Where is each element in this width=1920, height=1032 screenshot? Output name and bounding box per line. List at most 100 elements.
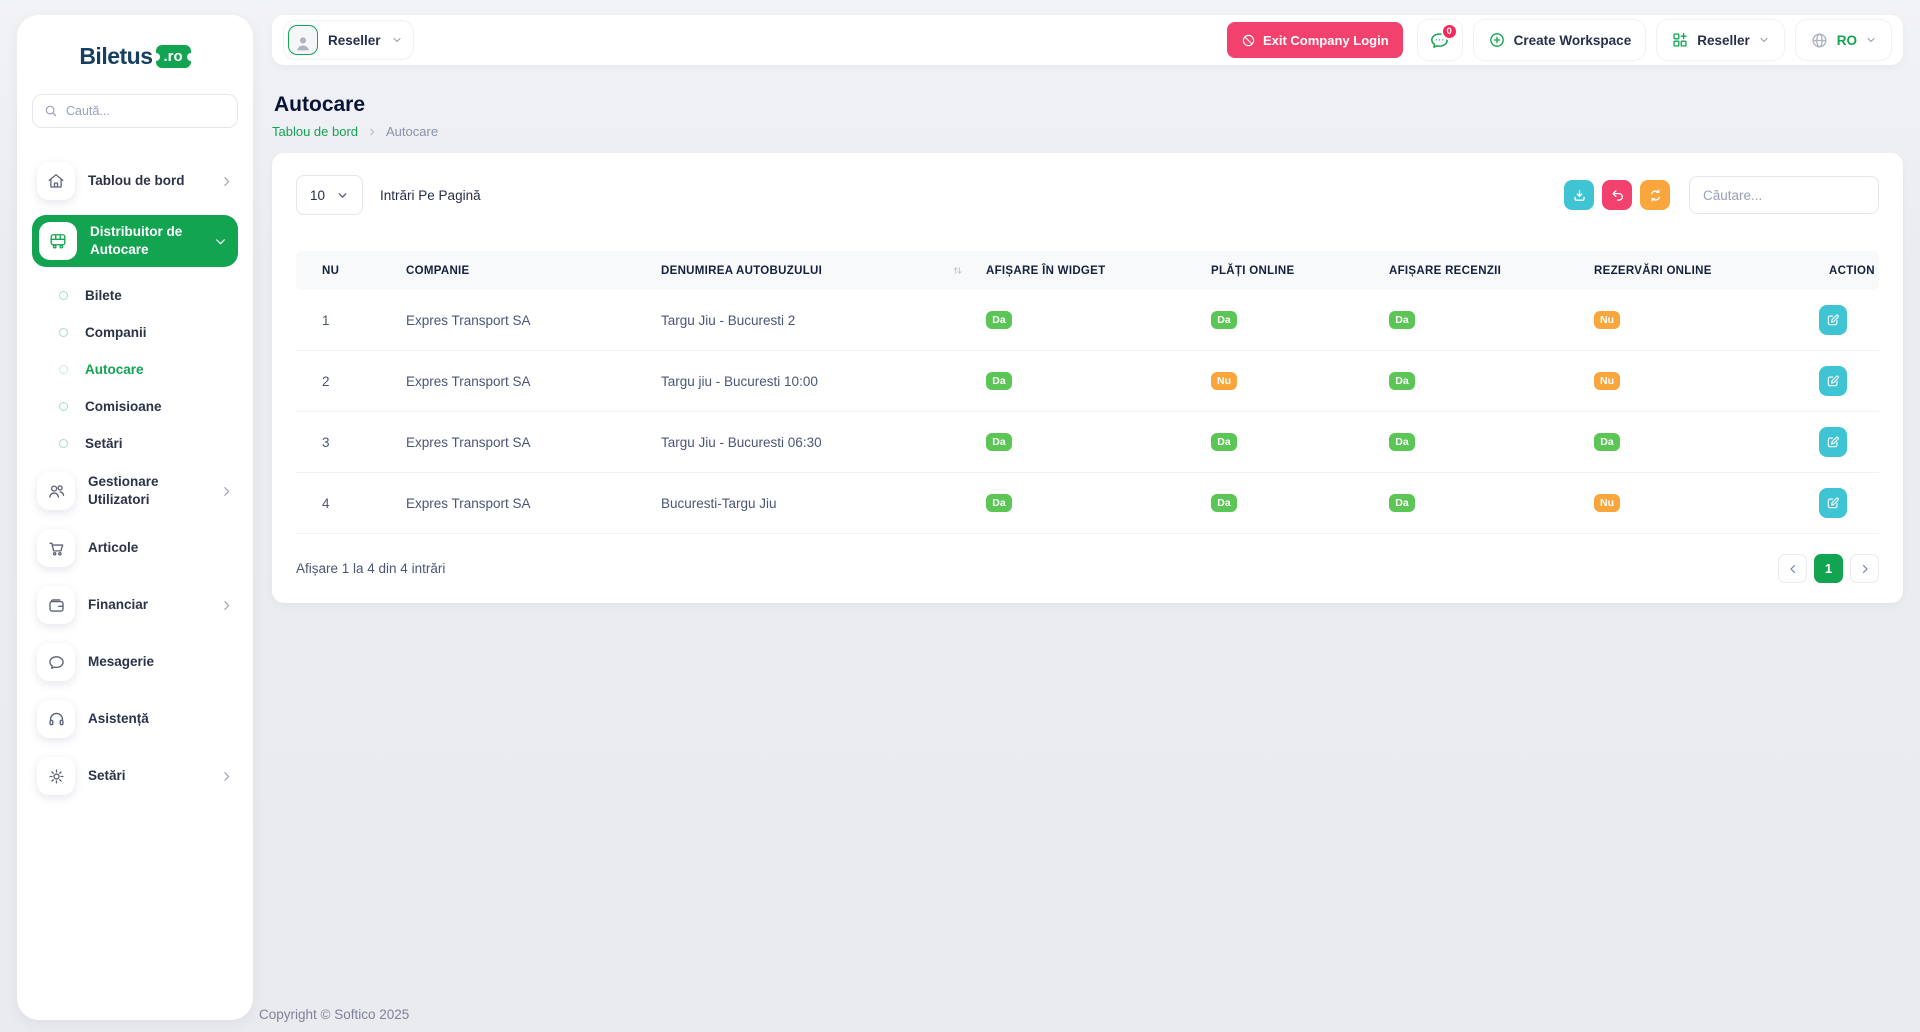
cell-company: Expres Transport SA — [396, 472, 651, 534]
column-header-label: DENUMIREA AUTOBUZULUI — [661, 264, 823, 277]
sidebar-item-financiar[interactable]: Financiar — [32, 582, 238, 628]
export-button[interactable] — [1564, 180, 1594, 210]
refresh-button[interactable] — [1640, 180, 1670, 210]
bullet-icon — [59, 402, 68, 411]
pagination-next-button[interactable] — [1850, 554, 1879, 583]
sidebar-subitem-label: Setări — [85, 436, 123, 451]
column-header-recenzii[interactable]: AFIȘARE RECENZII — [1379, 251, 1584, 290]
copyright-text: Copyright © Softico 2025 — [259, 1007, 410, 1022]
language-selector[interactable]: RO — [1794, 19, 1892, 61]
headphones-icon — [37, 700, 75, 738]
sidebar-item-articole[interactable]: Articole — [32, 525, 238, 571]
status-badge: Da — [1389, 371, 1415, 391]
create-workspace-button[interactable]: Create Workspace — [1472, 19, 1647, 61]
gear-icon — [37, 757, 75, 795]
status-badge: Da — [1211, 432, 1237, 452]
workspace-selector[interactable]: Reseller — [1656, 19, 1785, 61]
sidebar-item-mesagerie[interactable]: Mesagerie — [32, 639, 238, 685]
sidebar-item-tablou-de-bord[interactable]: Tablou de bord — [32, 158, 238, 204]
sidebar-search[interactable] — [32, 94, 238, 128]
status-badge: Da — [1211, 310, 1237, 330]
workspace-label: Reseller — [1697, 32, 1750, 48]
page-size-label: Intrări Pe Pagină — [380, 187, 481, 203]
cell-nu: 2 — [296, 350, 396, 412]
status-badge: Da — [1389, 310, 1415, 330]
user-menu[interactable]: Reseller — [283, 20, 414, 60]
sidebar-item-setari-sub[interactable]: Setări — [32, 425, 238, 462]
chat-button[interactable]: 0 — [1416, 19, 1463, 61]
edit-button[interactable] — [1819, 427, 1847, 457]
table-actions — [1556, 176, 1879, 214]
sidebar-subitem-label: Autocare — [85, 362, 144, 377]
status-badge: Da — [986, 310, 1012, 330]
sidebar-search-input[interactable] — [66, 104, 226, 118]
table-row: 2 Expres Transport SA Targu jiu - Bucure… — [296, 350, 1879, 412]
entries-info: Afișare 1 la 4 din 4 intrări — [296, 561, 446, 576]
sidebar-item-distribuitor-de-autocare[interactable]: Distribuitor de Autocare — [32, 215, 238, 267]
bus-icon — [39, 222, 77, 260]
column-header-denumirea[interactable]: DENUMIREA AUTOBUZULUI — [651, 251, 976, 290]
column-header-companie[interactable]: COMPANIE — [396, 251, 651, 290]
bullet-icon — [59, 365, 68, 374]
page-title: Autocare — [274, 93, 366, 116]
sidebar-item-companii[interactable]: Companii — [32, 314, 238, 351]
chevron-down-icon — [1865, 34, 1877, 46]
edit-button[interactable] — [1819, 488, 1847, 518]
chevron-right-icon — [220, 485, 233, 498]
create-workspace-label: Create Workspace — [1513, 32, 1632, 48]
breadcrumb-home-link[interactable]: Tablou de bord — [272, 124, 359, 139]
user-menu-label: Reseller — [328, 32, 381, 48]
status-badge: Nu — [1594, 310, 1620, 330]
column-header-action: ACTION — [1819, 251, 1879, 290]
chevron-right-icon — [220, 175, 233, 188]
sidebar-item-label: Financiar — [88, 597, 149, 613]
sort-icon[interactable] — [951, 264, 964, 277]
status-badge: Nu — [1594, 371, 1620, 391]
table-header-row: NU COMPANIE DENUMIREA AUTOBUZULUI AFIȘAR… — [296, 251, 1879, 290]
back-button[interactable] — [1602, 180, 1632, 210]
column-header-widget[interactable]: AFIȘARE ÎN WIDGET — [976, 251, 1201, 290]
grid-plus-icon — [1671, 31, 1689, 49]
edit-button[interactable] — [1819, 305, 1847, 335]
pagination-prev-button[interactable] — [1778, 554, 1807, 583]
chevron-down-icon — [214, 235, 227, 248]
sidebar-item-label: Gestionare Utilizatori — [88, 474, 159, 507]
exit-button-label: Exit Company Login — [1262, 32, 1389, 48]
column-header-nu[interactable]: NU — [296, 251, 396, 290]
table-footer: Afișare 1 la 4 din 4 intrări 1 — [296, 554, 1879, 583]
plus-circle-icon — [1488, 31, 1506, 49]
users-icon — [37, 472, 75, 510]
status-badge: Da — [986, 493, 1012, 513]
wallet-icon — [37, 586, 75, 624]
edit-pencil-icon — [1826, 496, 1840, 510]
table-search-input[interactable] — [1689, 176, 1879, 214]
bullet-icon — [59, 328, 68, 337]
status-badge: Da — [1389, 432, 1415, 452]
sidebar-subitem-label: Companii — [85, 325, 147, 340]
sidebar-item-setari[interactable]: Setări — [32, 753, 238, 799]
table-row: 1 Expres Transport SA Targu Jiu - Bucure… — [296, 290, 1879, 351]
sidebar-item-bilete[interactable]: Bilete — [32, 277, 238, 314]
edit-button[interactable] — [1819, 366, 1847, 396]
exit-company-login-button[interactable]: Exit Company Login — [1226, 22, 1403, 58]
chat-icon — [37, 643, 75, 681]
sidebar-item-autocare[interactable]: Autocare — [32, 351, 238, 388]
chevron-down-icon — [391, 34, 403, 46]
brand-logo[interactable]: Biletus .ro — [32, 43, 238, 70]
status-badge: Da — [1594, 432, 1620, 452]
page-size-select[interactable]: 10 — [296, 175, 364, 215]
cell-bus-name: Bucuresti-Targu Jiu — [651, 472, 976, 534]
notification-badge: 0 — [1440, 23, 1458, 40]
edit-pencil-icon — [1826, 435, 1840, 449]
sidebar-item-asistenta[interactable]: Asistență — [32, 696, 238, 742]
chevron-right-icon — [220, 599, 233, 612]
sidebar-item-gestionare-utilizatori[interactable]: Gestionare Utilizatori — [32, 468, 238, 514]
autocare-table: NU COMPANIE DENUMIREA AUTOBUZULUI AFIȘAR… — [296, 251, 1879, 534]
column-header-plati[interactable]: PLĂȚI ONLINE — [1201, 251, 1379, 290]
main-content: Reseller Exit Company Login 0 Create Wor… — [272, 0, 1903, 603]
pagination-page-1[interactable]: 1 — [1814, 554, 1843, 583]
column-header-rezervari[interactable]: REZERVĂRI ONLINE — [1584, 251, 1819, 290]
sidebar-subitem-label: Comisioane — [85, 399, 162, 414]
sidebar-item-comisioane[interactable]: Comisioane — [32, 388, 238, 425]
sidebar-nav: Tablou de bord Distribuitor de Autocare … — [32, 158, 238, 799]
